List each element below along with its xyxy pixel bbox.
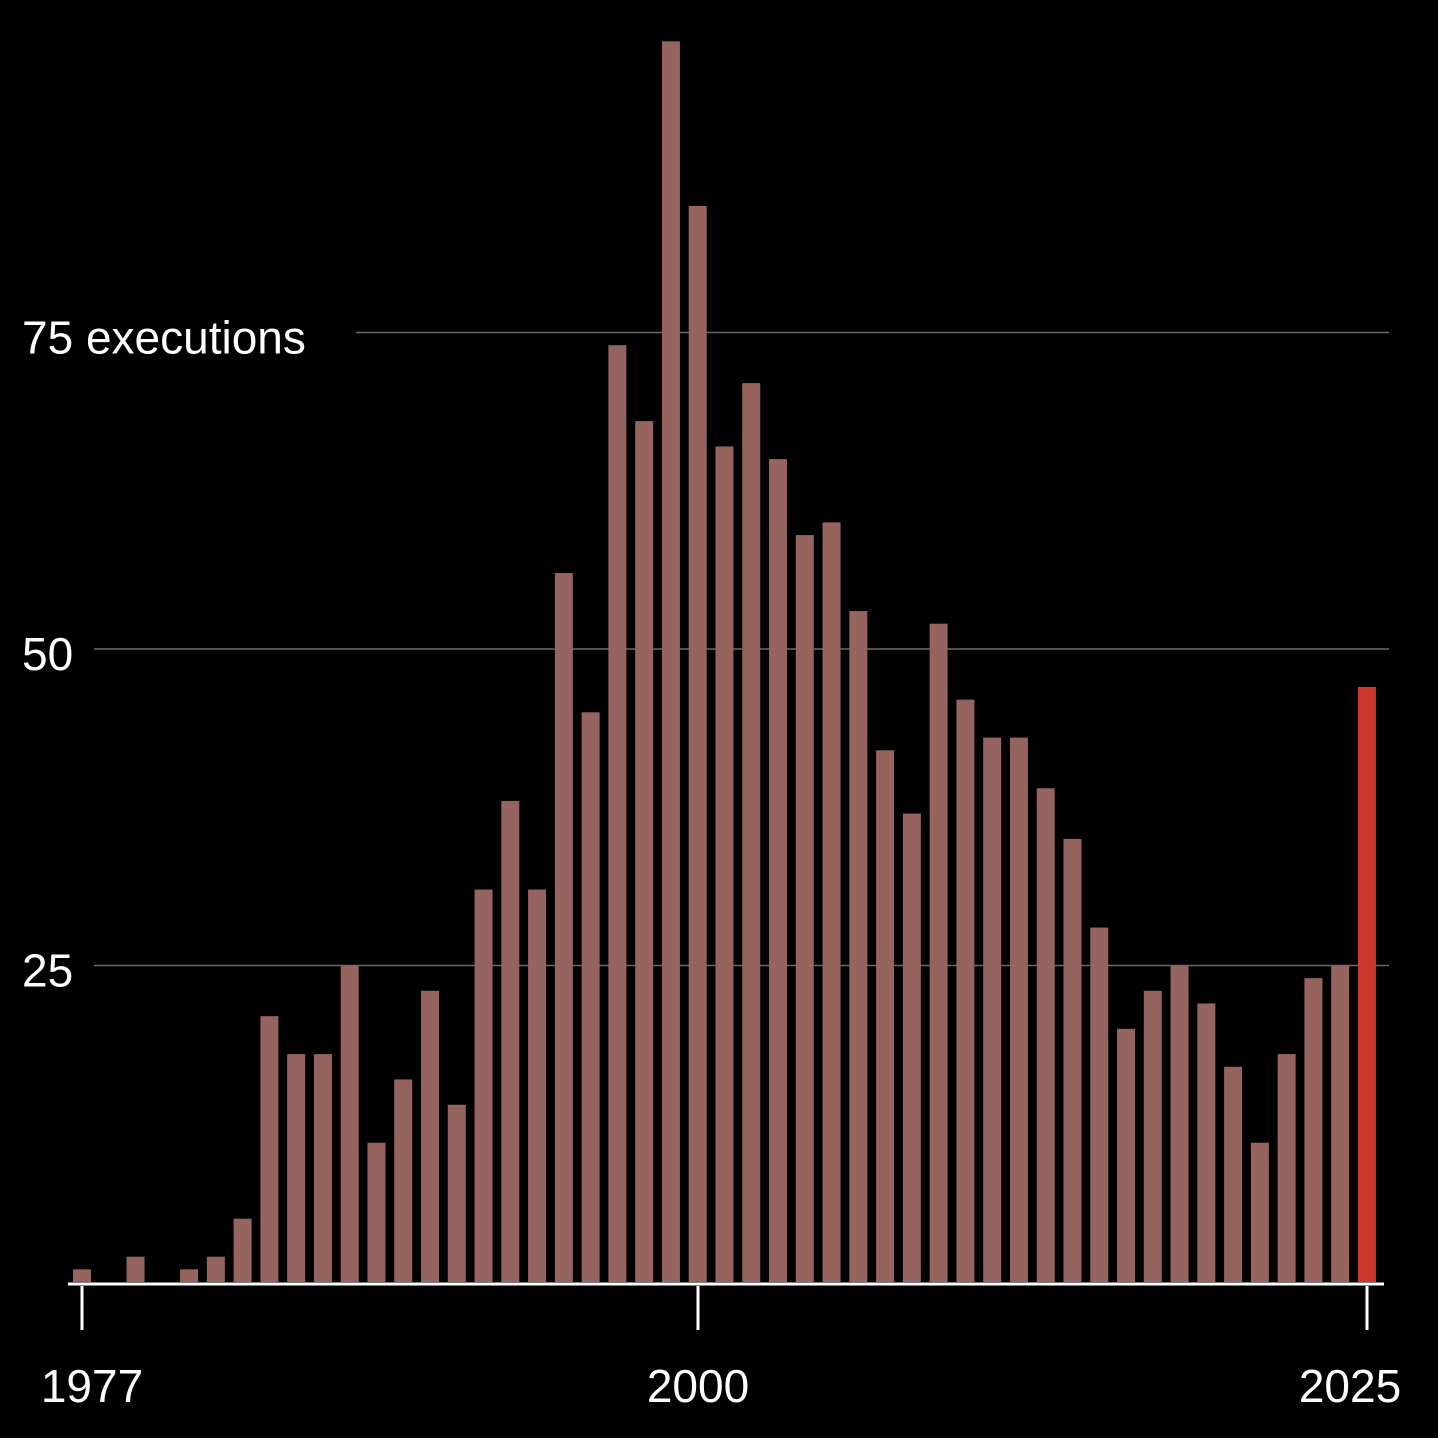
bar-2022 — [1277, 1054, 1296, 1282]
y-tick-label-75: 75 executions — [22, 312, 306, 364]
bar-1994 — [528, 889, 547, 1282]
bar-2025 — [1357, 686, 1376, 1282]
bar-1983 — [233, 1218, 252, 1282]
x-tick-label-2025: 2025 — [1299, 1360, 1401, 1412]
y-axis: 25 50 75 executions — [22, 312, 306, 997]
bar-1990 — [421, 990, 440, 1282]
x-tick-label-1977: 1977 — [41, 1360, 143, 1412]
bar-1992 — [474, 889, 493, 1282]
bar-1997 — [608, 345, 627, 1282]
bars — [73, 41, 1376, 1283]
bar-2012 — [1009, 737, 1028, 1282]
bar-2011 — [983, 737, 1002, 1282]
bar-2019 — [1197, 1003, 1216, 1282]
bar-1993 — [501, 800, 520, 1282]
bar-1984 — [260, 1016, 279, 1282]
gridlines — [94, 331, 1389, 967]
bar-1995 — [554, 573, 573, 1282]
y-tick-label-50: 50 — [22, 628, 73, 680]
bar-1988 — [367, 1142, 386, 1282]
bar-2024 — [1331, 965, 1350, 1282]
bar-2006 — [849, 611, 868, 1282]
bar-1986 — [313, 1054, 332, 1282]
y-tick-label-25: 25 — [22, 945, 73, 997]
x-axis: 1977 2000 2025 — [41, 1286, 1401, 1412]
bar-2016 — [1117, 1028, 1136, 1282]
bar-2015 — [1090, 927, 1109, 1282]
bar-1979 — [126, 1256, 145, 1282]
bar-2005 — [822, 522, 841, 1282]
bar-2008 — [902, 813, 921, 1282]
bar-1985 — [287, 1054, 306, 1282]
bar-2023 — [1304, 978, 1323, 1282]
bar-1996 — [581, 712, 600, 1282]
bar-2013 — [1036, 788, 1055, 1282]
bar-2009 — [929, 623, 948, 1282]
bar-2014 — [1063, 838, 1082, 1282]
bar-1991 — [447, 1104, 466, 1282]
bar-2003 — [769, 459, 788, 1283]
bar-1989 — [394, 1079, 413, 1282]
bar-2018 — [1170, 965, 1189, 1282]
bar-2002 — [742, 383, 761, 1282]
bar-1981 — [180, 1269, 199, 1282]
bar-1999 — [661, 41, 680, 1283]
bar-1998 — [635, 421, 654, 1282]
bar-2004 — [795, 535, 814, 1282]
bar-2007 — [876, 750, 895, 1282]
bar-1987 — [340, 965, 359, 1282]
bar-2000 — [688, 205, 707, 1282]
bar-1977 — [73, 1269, 91, 1282]
x-tick-label-2000: 2000 — [647, 1360, 749, 1412]
bar-2021 — [1250, 1142, 1269, 1282]
bar-2010 — [956, 699, 975, 1282]
bar-2001 — [715, 446, 734, 1282]
bar-2017 — [1143, 990, 1162, 1282]
bar-1982 — [206, 1256, 225, 1282]
bar-2020 — [1224, 1066, 1243, 1282]
